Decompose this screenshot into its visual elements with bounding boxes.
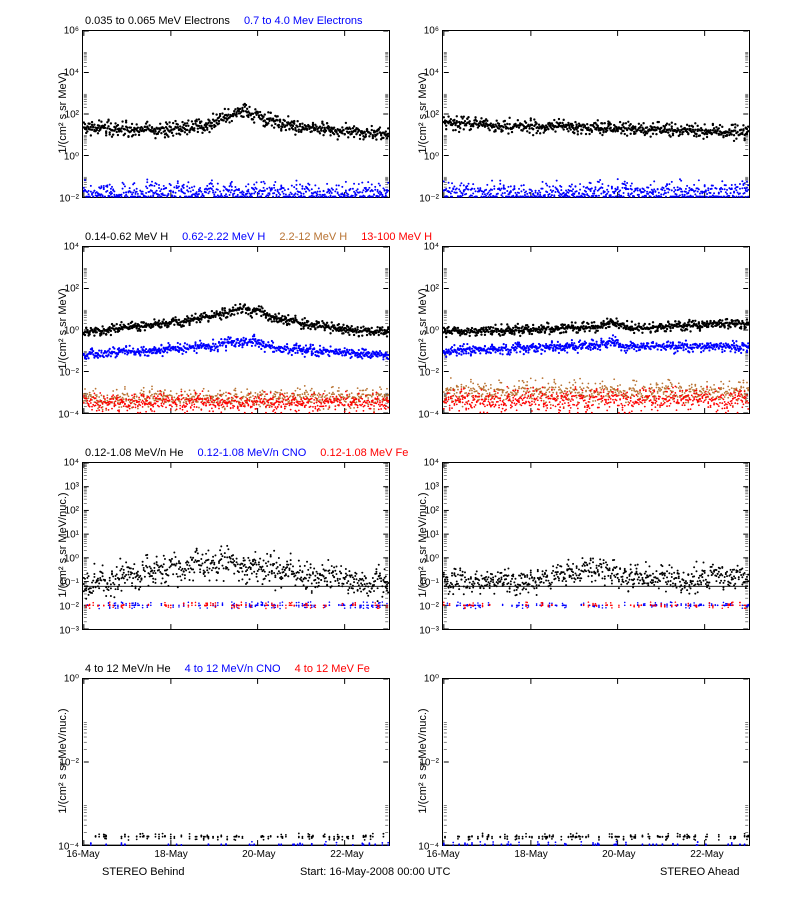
- series-H-low: [83, 303, 390, 338]
- series-electrons-highE: [83, 179, 389, 198]
- xtick: 18-May: [514, 849, 547, 860]
- footer-left: STEREO Behind: [102, 866, 185, 878]
- xtick: 22-May: [330, 849, 363, 860]
- y-axis-label: 1/(cm² s sr MeV/nuc.): [417, 681, 429, 841]
- chart-panel-r1-c0: 10⁻⁴10⁻²10⁰10²10⁴1/(cm² s sr MeV)0.14-0.…: [82, 246, 390, 414]
- ytick: 10⁻²: [59, 194, 79, 205]
- plot-svg: [443, 679, 749, 845]
- y-axis-label: 1/(cm² s sr MeV): [417, 33, 429, 193]
- ytick: 10⁻⁴: [58, 410, 79, 421]
- ytick: 10⁻²: [419, 194, 439, 205]
- chart-panel-r2-c1: 10⁻³10⁻²10⁻¹10⁰10¹10²10³10⁴1/(cm² s sr M…: [442, 462, 750, 630]
- xtick: 20-May: [602, 849, 635, 860]
- title-part: 0.12-1.08 MeV/n CNO: [197, 447, 306, 459]
- title-part: 0.14-0.62 MeV H: [85, 231, 168, 243]
- series-He-low: [83, 545, 389, 602]
- chart-panel-r0-c0: 10⁻²10⁰10²10⁴10⁶1/(cm² s sr MeV)0.035 to…: [82, 30, 390, 198]
- chart-panel-r1-c1: 10⁻⁴10⁻²10⁰10²10⁴1/(cm² s sr MeV): [442, 246, 750, 414]
- footer-center: Start: 16-May-2008 00:00 UTC: [300, 866, 450, 878]
- chart-panel-r2-c0: 10⁻³10⁻²10⁻¹10⁰10¹10²10³10⁴1/(cm² s sr M…: [82, 462, 390, 630]
- plot-svg: [83, 679, 389, 845]
- row-title: 0.14-0.62 MeV H 0.62-2.22 MeV H 2.2-12 MeV…: [85, 231, 432, 243]
- title-part: 4 to 12 MeV/n CNO: [185, 663, 281, 675]
- row-title: 0.035 to 0.065 MeV Electrons 0.7 to 4.0 M…: [85, 15, 363, 27]
- xtick: 18-May: [154, 849, 187, 860]
- y-axis-label: 1/(cm² s sr MeV): [57, 249, 69, 409]
- xtick: 16-May: [66, 849, 99, 860]
- footer-right: STEREO Ahead: [660, 866, 740, 878]
- title-part: 0.12-1.08 MeV Fe: [320, 447, 408, 459]
- title-part: 0.62-2.22 MeV H: [182, 231, 265, 243]
- row-title: 4 to 12 MeV/n He 4 to 12 MeV/n CNO 4 to 12…: [85, 663, 370, 675]
- xtick: 20-May: [242, 849, 275, 860]
- chart-panel-r0-c1: 10⁻²10⁰10²10⁴10⁶1/(cm² s sr MeV): [442, 30, 750, 198]
- ytick: 10⁻³: [59, 626, 79, 637]
- y-axis-label: 1/(cm² s sr MeV): [417, 249, 429, 409]
- series-electrons-lowE: [443, 115, 750, 142]
- xtick: 22-May: [690, 849, 723, 860]
- series-He-hi: [95, 833, 385, 841]
- series-H-low: [443, 317, 750, 338]
- plot-svg: [83, 463, 389, 629]
- plot-svg: [443, 463, 749, 629]
- y-axis-label: 1/(cm² s sr MeV/nuc.): [57, 465, 69, 625]
- y-axis-label: 1/(cm² s sr MeV/nuc.): [57, 681, 69, 841]
- series-H-mid: [443, 334, 750, 358]
- title-part: 0.12-1.08 MeV/n He: [85, 447, 183, 459]
- series-H-mid: [83, 334, 390, 361]
- title-part: 0.035 to 0.065 MeV Electrons: [85, 15, 230, 27]
- chart-panel-r3-c1: 10⁻⁴10⁻²10⁰16-May18-May20-May22-May1/(cm…: [442, 678, 750, 846]
- plot-svg: [443, 247, 749, 413]
- plot-svg: [83, 31, 389, 197]
- y-axis-label: 1/(cm² s sr MeV): [57, 33, 69, 193]
- plot-svg: [443, 31, 749, 197]
- figure: 10⁻²10⁰10²10⁴10⁶1/(cm² s sr MeV) 0.035 to…: [0, 0, 800, 900]
- row-title: 0.12-1.08 MeV/n He 0.12-1.08 MeV/n CNO 0.1…: [85, 447, 408, 459]
- ytick: 10⁻⁴: [418, 410, 439, 421]
- title-part: 4 to 12 MeV/n He: [85, 663, 171, 675]
- xtick: 16-May: [426, 849, 459, 860]
- title-part: 0.7 to 4.0 Mev Electrons: [244, 15, 363, 27]
- title-part: 13-100 MeV H: [361, 231, 432, 243]
- title-part: 4 to 12 MeV Fe: [295, 663, 370, 675]
- series-electrons-lowE: [83, 103, 390, 141]
- series-He-hi: [444, 832, 749, 840]
- series-electrons-highE: [443, 178, 749, 198]
- series-He-low: [443, 557, 749, 596]
- series-Fe-low: [85, 601, 387, 609]
- chart-panel-r3-c0: 10⁻⁴10⁻²10⁰16-May18-May20-May22-May1/(cm…: [82, 678, 390, 846]
- ytick: 10⁻³: [419, 626, 439, 637]
- series-CNO-low: [447, 601, 749, 609]
- plot-svg: [83, 247, 389, 413]
- y-axis-label: 1/(cm² s sr MeV/nuc.): [417, 465, 429, 625]
- title-part: 2.2-12 MeV H: [279, 231, 347, 243]
